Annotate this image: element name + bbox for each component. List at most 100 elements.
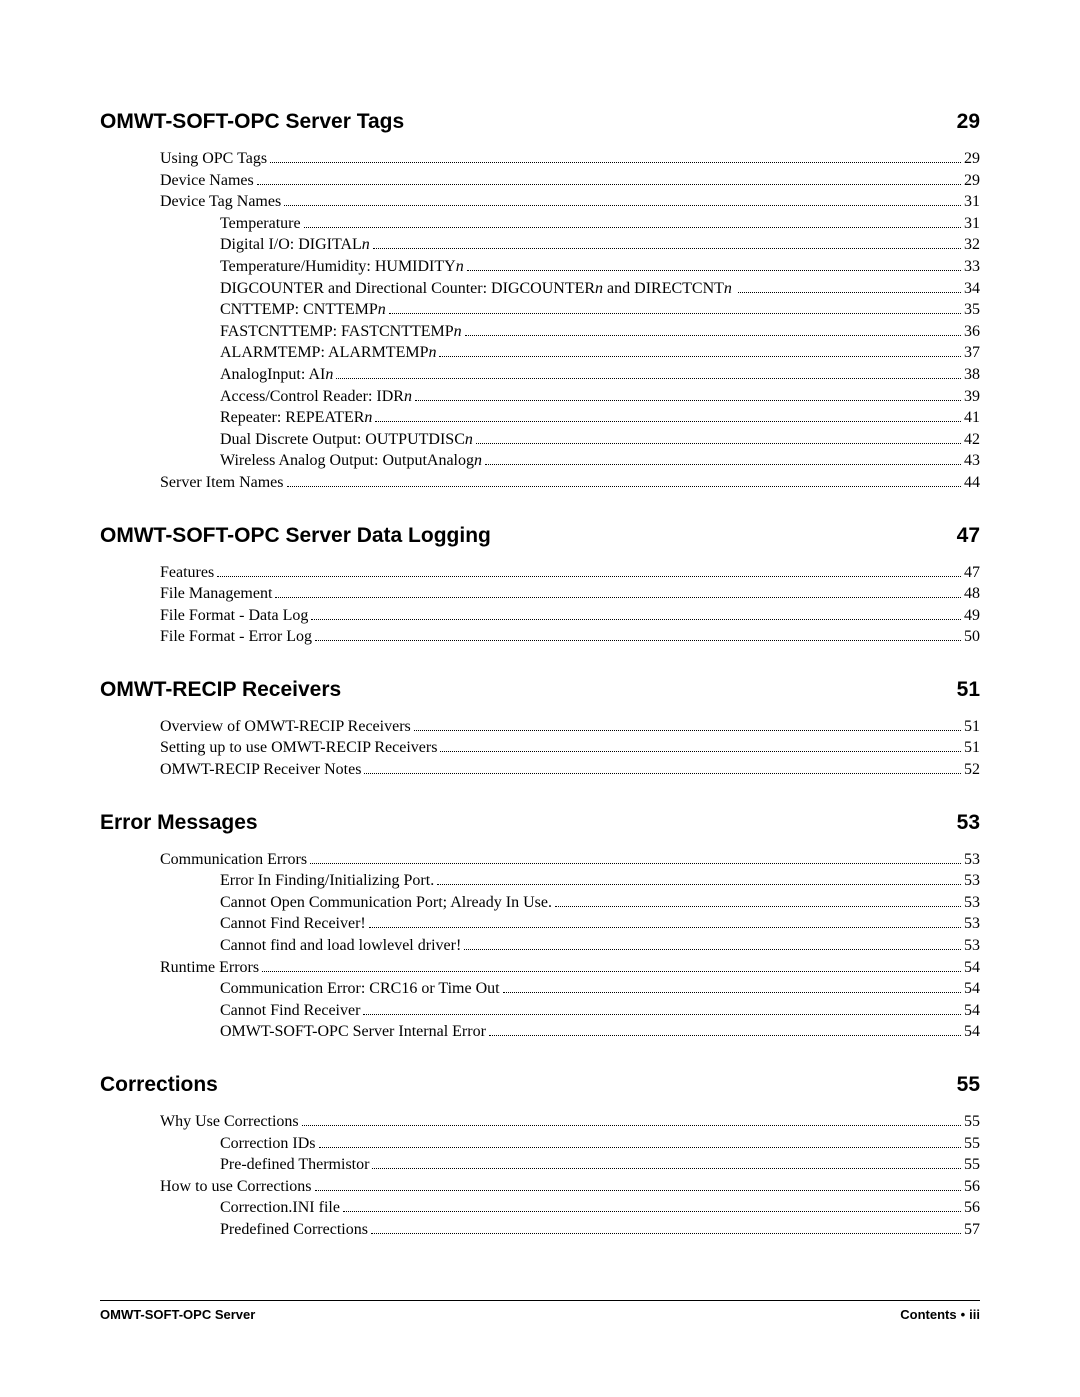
toc-leader-dots [467, 270, 961, 271]
toc-entry: Features 47 [160, 562, 980, 584]
toc-entry-page: 29 [964, 148, 980, 170]
footer-line: OMWT-SOFT-OPC Server Contents•iii [100, 1307, 980, 1322]
toc-list: Features47File Management48File Format -… [160, 562, 980, 648]
toc-entry-page: 53 [964, 935, 980, 957]
toc-entry-label: Predefined Corrections [160, 1219, 368, 1241]
toc-entry-label: DIGCOUNTER and Directional Counter: DIGC… [160, 278, 732, 300]
section-page: 55 [957, 1073, 980, 1097]
toc-list: Why Use Corrections55Correction IDs55Pre… [160, 1111, 980, 1241]
page: OMWT-SOFT-OPC Server Tags29 Using OPC Tag… [0, 0, 1080, 1397]
toc-entry-label: Pre-defined Thermistor [160, 1154, 369, 1176]
toc-entry: Correction.INI file56 [160, 1197, 980, 1219]
toc-entry: File Management48 [160, 583, 980, 605]
toc-entry-page: 39 [964, 386, 980, 408]
toc-entry: CNTTEMP: CNTTEMPn35 [160, 299, 980, 321]
toc-leader-dots [415, 400, 961, 401]
toc-entry-page: 56 [964, 1176, 980, 1198]
toc-entry: Setting up to use OMWT-RECIP Receivers51 [160, 737, 980, 759]
toc-entry-page: 50 [964, 626, 980, 648]
toc-leader-dots [287, 486, 961, 487]
toc-entry-page: 42 [964, 429, 980, 451]
toc-entry: Access/Control Reader: IDRn39 [160, 386, 980, 408]
toc-entry-label: Overview of OMWT-RECIP Receivers [160, 716, 411, 738]
toc-entry: Pre-defined Thermistor 55 [160, 1154, 980, 1176]
toc-list: Communication Errors53Error In Finding/I… [160, 849, 980, 1043]
toc-leader-dots [275, 597, 961, 598]
toc-leader-dots [284, 205, 961, 206]
toc-entry-label: Device Tag Names [160, 191, 281, 213]
toc-entry-page: 35 [964, 299, 980, 321]
bullet-icon: • [961, 1307, 966, 1322]
toc-entry-label: Communication Error: CRC16 or Time Out [160, 978, 500, 1000]
toc-entry: Cannot find and load lowlevel driver!53 [160, 935, 980, 957]
toc-entry-page: 41 [964, 407, 980, 429]
toc-entry-page: 54 [964, 978, 980, 1000]
toc-entry: Runtime Errors54 [160, 957, 980, 979]
toc-entry-label: Using OPC Tags [160, 148, 267, 170]
toc-entry-label: Cannot Open Communication Port; Already … [160, 892, 552, 914]
toc-entry: Temperature/Humidity: HUMIDITYn33 [160, 256, 980, 278]
section-title: OMWT-RECIP Receivers [100, 678, 341, 702]
toc-entry-page: 52 [964, 759, 980, 781]
section-header: Error Messages53 [100, 811, 980, 835]
section-header: Corrections 55 [100, 1073, 980, 1097]
toc-leader-dots [439, 356, 961, 357]
toc-entry: ALARMTEMP: ALARMTEMPn37 [160, 342, 980, 364]
toc-entry: DIGCOUNTER and Directional Counter: DIGC… [160, 278, 980, 300]
toc-list: Using OPC Tags 29Device Names29Device Tag… [160, 148, 980, 494]
toc-entry-label: AnalogInput: AIn [160, 364, 333, 386]
toc-leader-dots [414, 730, 961, 731]
toc-entry-label: Cannot Find Receiver [160, 1000, 360, 1022]
toc-leader-dots [464, 949, 961, 950]
toc-leader-dots [373, 248, 961, 249]
toc-leader-dots [503, 992, 961, 993]
toc-entry: Overview of OMWT-RECIP Receivers51 [160, 716, 980, 738]
toc-leader-dots [304, 227, 961, 228]
toc-leader-dots [262, 971, 961, 972]
toc-leader-dots [270, 162, 961, 163]
section-title: OMWT-SOFT-OPC Server Data Logging [100, 524, 491, 548]
toc-entry-label: File Format - Data Log [160, 605, 308, 627]
toc-leader-dots [389, 313, 961, 314]
toc-entry-page: 34 [964, 278, 980, 300]
toc-leader-dots [375, 421, 961, 422]
section-page: 51 [957, 678, 980, 702]
toc-entry: Device Names29 [160, 170, 980, 192]
toc-entry-page: 47 [964, 562, 980, 584]
toc-leader-dots [555, 906, 961, 907]
toc-entry: Cannot Find Receiver54 [160, 1000, 980, 1022]
toc-entry: Predefined Corrections57 [160, 1219, 980, 1241]
section-title: Error Messages [100, 811, 258, 835]
toc-entry: AnalogInput: AIn38 [160, 364, 980, 386]
footer-right: Contents•iii [900, 1307, 980, 1322]
toc-entry: Temperature31 [160, 213, 980, 235]
toc-leader-dots [311, 619, 961, 620]
toc-entry: Wireless Analog Output: OutputAnalogn43 [160, 450, 980, 472]
toc-entry-label: How to use Corrections [160, 1176, 312, 1198]
toc-entry-label: OMWT-SOFT-OPC Server Internal Error [160, 1021, 486, 1043]
toc-entry-page: 33 [964, 256, 980, 278]
toc-entry-page: 32 [964, 234, 980, 256]
toc-entry: Server Item Names44 [160, 472, 980, 494]
toc-entry: Error In Finding/Initializing Port.53 [160, 870, 980, 892]
toc-entry-label: File Management [160, 583, 272, 605]
footer-page-number: iii [969, 1307, 980, 1322]
toc-entry-page: 36 [964, 321, 980, 343]
toc-entry-page: 55 [964, 1154, 980, 1176]
toc-entry: Communication Errors53 [160, 849, 980, 871]
toc-leader-dots [315, 640, 961, 641]
toc-entry-label: Digital I/O: DIGITALn [160, 234, 370, 256]
toc-entry-label: File Format - Error Log [160, 626, 312, 648]
toc-leader-dots [440, 751, 961, 752]
toc-entry-page: 44 [964, 472, 980, 494]
section-header: OMWT-SOFT-OPC Server Tags29 [100, 110, 980, 134]
toc-entry-page: 37 [964, 342, 980, 364]
section-title: Corrections [100, 1073, 218, 1097]
toc-content: OMWT-SOFT-OPC Server Tags29 Using OPC Tag… [100, 110, 980, 1241]
toc-entry: Cannot Find Receiver!53 [160, 913, 980, 935]
toc-entry-label: Runtime Errors [160, 957, 259, 979]
toc-entry-page: 43 [964, 450, 980, 472]
toc-entry-label: Temperature [160, 213, 301, 235]
toc-entry-label: Features [160, 562, 214, 584]
toc-entry: Repeater: REPEATERn41 [160, 407, 980, 429]
